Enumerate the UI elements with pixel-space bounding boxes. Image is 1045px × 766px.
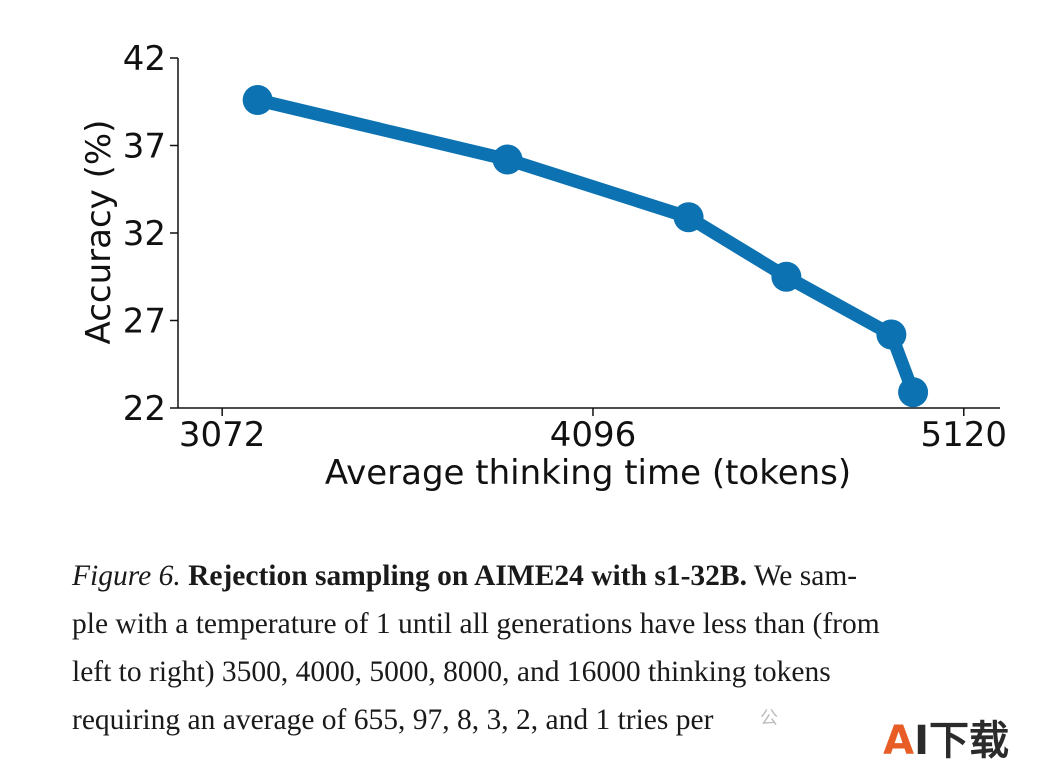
x-tick-label: 4096 (550, 415, 637, 455)
data-point (242, 85, 273, 115)
accuracy-chart: 22 27 32 37 42 3072 4096 5120 Average thinking… (79, 39, 1007, 493)
watermark-rest: I下载 (914, 718, 1009, 764)
caption-line-1: Figure 6. Rejection sampling on AIME24 w… (72, 552, 1012, 600)
series-line (251, 93, 920, 399)
data-point (898, 377, 929, 408)
data-point (876, 319, 907, 350)
caption-line-4: requiring an average of 655, 97, 8, 3, 2… (72, 704, 714, 736)
figure-title: Rejection sampling on AIME24 with s1-32B… (188, 560, 747, 592)
series-group (242, 85, 929, 408)
x-axis-title: Average thinking time (tokens) (325, 453, 851, 493)
caption-line1-tail: We sam- (753, 560, 858, 592)
x-tick-label: 3072 (179, 415, 266, 455)
y-axis-title: Accuracy (%) (79, 120, 119, 345)
y-tick-label: 22 (123, 389, 166, 429)
x-tick-label: 5120 (921, 415, 1008, 455)
data-point (492, 144, 523, 175)
y-tick-label: 42 (123, 39, 166, 79)
y-tick-label: 37 (123, 127, 166, 167)
data-point (771, 261, 802, 292)
x-ticks: 3072 4096 5120 (179, 408, 1007, 455)
y-ticks: 22 27 32 37 42 (123, 39, 178, 429)
y-tick-label: 27 (123, 302, 166, 342)
figure-label: Figure 6. (72, 560, 181, 592)
caption-line-2: ple with a temperature of 1 until all ge… (72, 608, 880, 640)
data-point (673, 202, 704, 233)
watermark-icon: 公 (760, 708, 778, 729)
watermark-logo: AI下载 (883, 708, 1009, 766)
y-tick-label: 32 (123, 214, 166, 254)
watermark-a: A (883, 718, 915, 764)
caption-line-3: left to right) 3500, 4000, 5000, 8000, a… (72, 656, 831, 688)
figure-caption: Figure 6. Rejection sampling on AIME24 w… (72, 552, 1012, 744)
